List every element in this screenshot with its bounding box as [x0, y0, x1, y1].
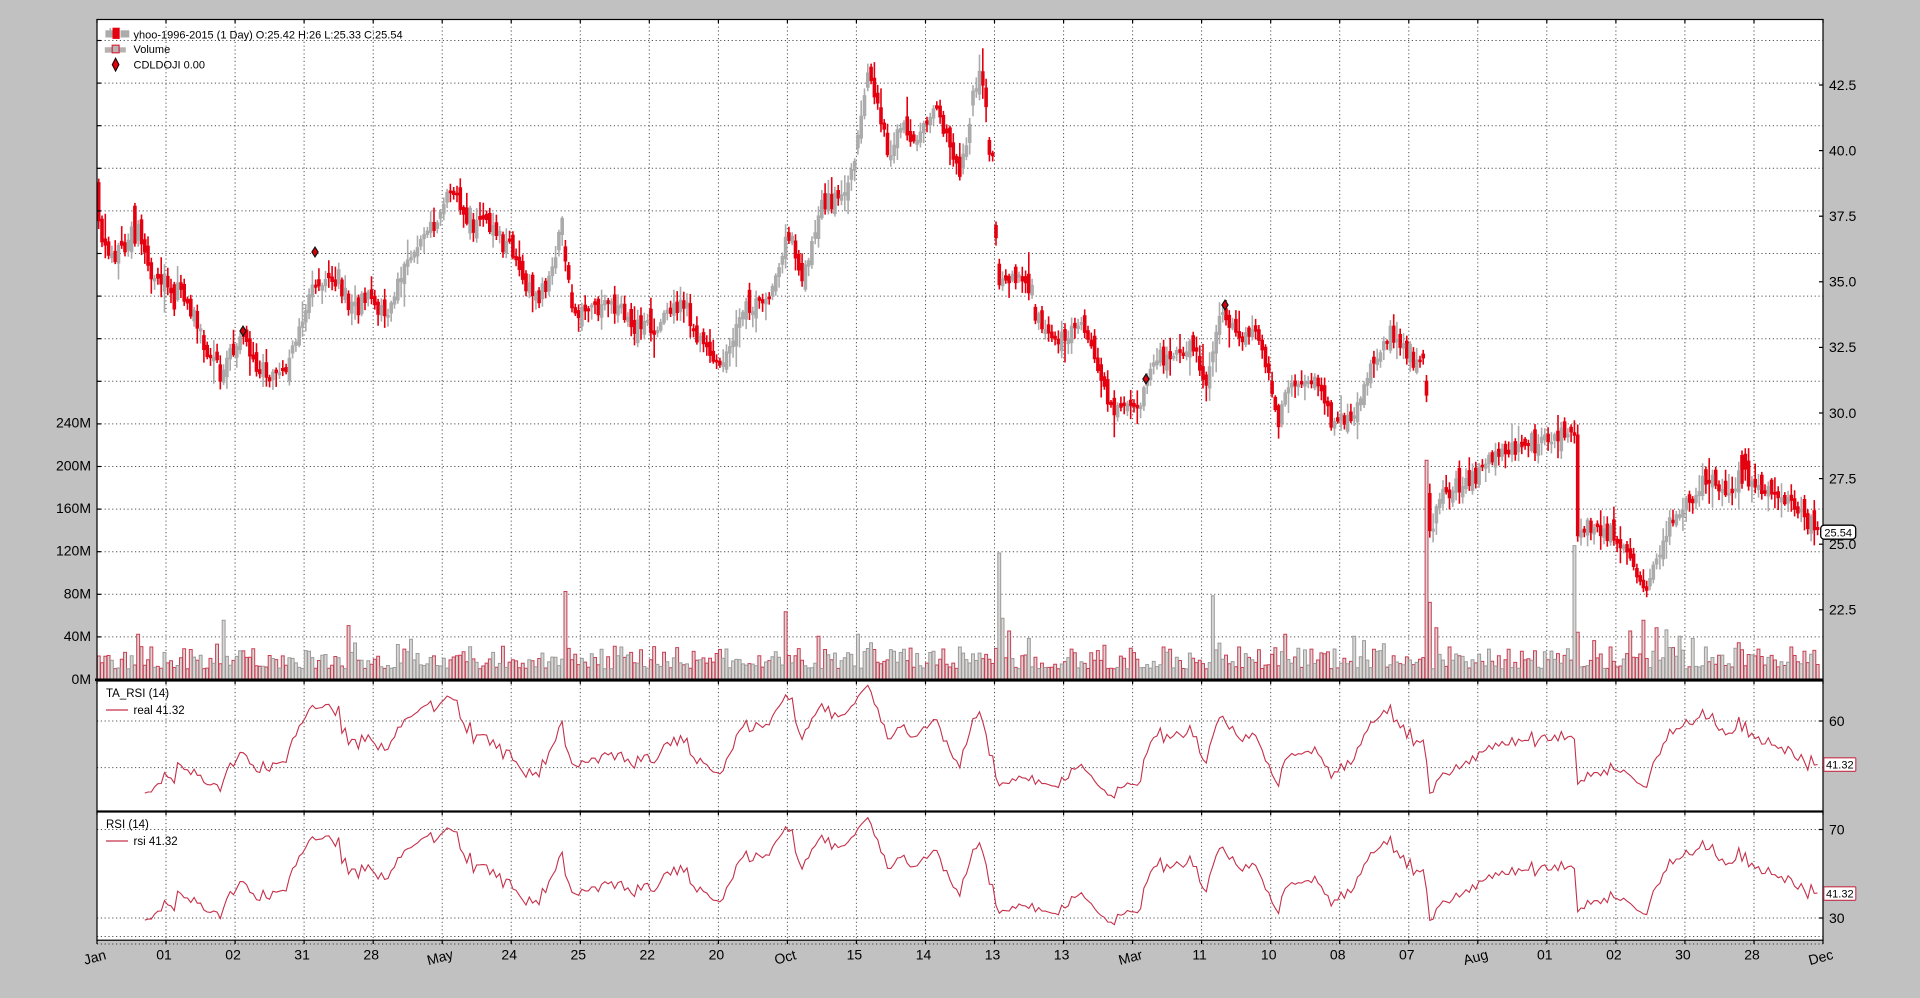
svg-text:80M: 80M — [64, 585, 91, 601]
svg-text:CDLDOJI 0.00: CDLDOJI 0.00 — [134, 59, 206, 71]
svg-text:08: 08 — [1330, 947, 1346, 963]
svg-text:30: 30 — [1675, 947, 1691, 963]
svg-text:10: 10 — [1261, 947, 1277, 963]
svg-text:13: 13 — [985, 947, 1001, 963]
svg-text:22: 22 — [640, 947, 656, 963]
svg-text:30.0: 30.0 — [1829, 405, 1856, 421]
svg-text:24: 24 — [501, 947, 517, 963]
svg-text:Mar: Mar — [1117, 946, 1145, 968]
svg-text:13: 13 — [1054, 947, 1070, 963]
svg-text:07: 07 — [1399, 947, 1415, 963]
svg-text:28: 28 — [1744, 947, 1760, 963]
svg-text:14: 14 — [916, 947, 932, 963]
svg-text:yhoo-1996-2015 (1 Day) O:25.42: yhoo-1996-2015 (1 Day) O:25.42 H:26 L:25… — [134, 29, 403, 41]
svg-text:41.32: 41.32 — [1826, 889, 1854, 901]
svg-text:28: 28 — [363, 947, 379, 963]
svg-text:120M: 120M — [56, 543, 91, 559]
svg-text:20: 20 — [709, 947, 725, 963]
svg-text:40.0: 40.0 — [1829, 142, 1856, 158]
svg-text:01: 01 — [1537, 947, 1553, 963]
svg-text:Jan: Jan — [82, 946, 108, 967]
svg-text:15: 15 — [847, 947, 863, 963]
svg-text:70: 70 — [1829, 821, 1845, 837]
svg-text:160M: 160M — [56, 500, 91, 516]
svg-text:May: May — [425, 946, 455, 968]
svg-text:37.5: 37.5 — [1829, 208, 1856, 224]
svg-text:30: 30 — [1829, 910, 1845, 926]
svg-text:TA_RSI (14): TA_RSI (14) — [106, 688, 169, 700]
svg-text:25.0: 25.0 — [1829, 536, 1856, 552]
svg-text:32.5: 32.5 — [1829, 339, 1856, 355]
svg-text:200M: 200M — [56, 457, 91, 473]
svg-text:real 41.32: real 41.32 — [134, 705, 185, 717]
svg-text:42.5: 42.5 — [1829, 77, 1856, 93]
svg-text:25: 25 — [571, 947, 587, 963]
svg-text:40M: 40M — [64, 628, 91, 644]
svg-text:25.54: 25.54 — [1824, 527, 1852, 539]
svg-text:Volume: Volume — [134, 44, 171, 56]
svg-text:31: 31 — [294, 947, 310, 963]
svg-text:240M: 240M — [56, 415, 91, 431]
svg-text:35.0: 35.0 — [1829, 274, 1856, 290]
svg-text:02: 02 — [1606, 947, 1622, 963]
svg-text:41.32: 41.32 — [1826, 760, 1854, 772]
svg-text:60: 60 — [1829, 713, 1845, 729]
svg-text:0M: 0M — [72, 671, 91, 687]
svg-text:02: 02 — [225, 947, 241, 963]
svg-text:Oct: Oct — [773, 946, 798, 967]
svg-text:22.5: 22.5 — [1829, 602, 1856, 618]
svg-text:27.5: 27.5 — [1829, 470, 1856, 486]
svg-text:Aug: Aug — [1461, 946, 1489, 968]
svg-text:11: 11 — [1192, 947, 1207, 963]
svg-text:RSI (14): RSI (14) — [106, 819, 149, 831]
svg-text:Dec: Dec — [1807, 946, 1835, 968]
svg-text:rsi 41.32: rsi 41.32 — [134, 836, 178, 848]
svg-text:01: 01 — [156, 947, 172, 963]
